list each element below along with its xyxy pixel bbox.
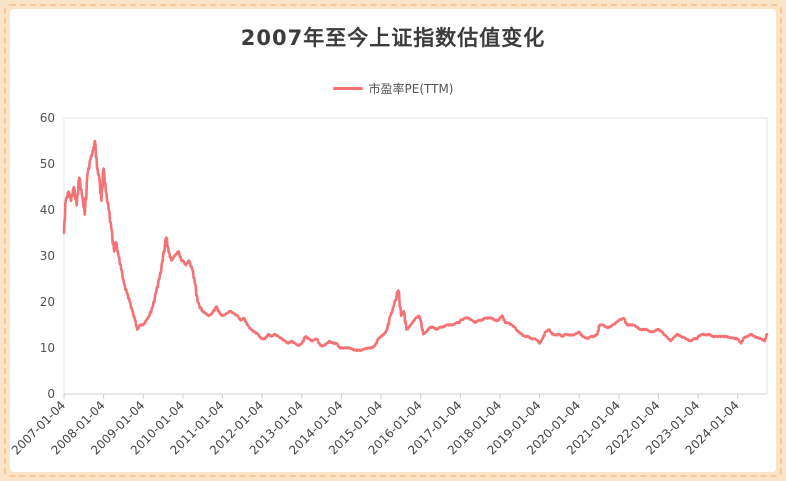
series-group bbox=[62, 139, 769, 353]
y-tick-label: 20 bbox=[40, 295, 55, 309]
chart-title: 2007年至今上证指数估值变化 bbox=[240, 26, 546, 50]
y-tick-label: 50 bbox=[40, 157, 55, 171]
legend-label: 市盈率PE(TTM) bbox=[368, 82, 454, 96]
series-line-0[interactable] bbox=[62, 139, 769, 353]
y-tick-label: 60 bbox=[40, 111, 55, 125]
y-tick-label: 10 bbox=[40, 341, 55, 355]
legend[interactable]: 市盈率PE(TTM) bbox=[0, 80, 786, 97]
legend-swatch bbox=[332, 87, 363, 90]
axes bbox=[63, 117, 768, 395]
y-tick-label: 40 bbox=[40, 203, 55, 217]
y-axis-ticks: 0 10 20 30 40 50 60 bbox=[40, 111, 55, 401]
y-tick-label: 30 bbox=[40, 249, 55, 263]
chart-panel bbox=[10, 9, 776, 472]
x-axis-ticks: 2007-01-042008-01-042009-01-042010-01-04… bbox=[9, 394, 742, 457]
y-tick-label: 0 bbox=[47, 387, 55, 401]
